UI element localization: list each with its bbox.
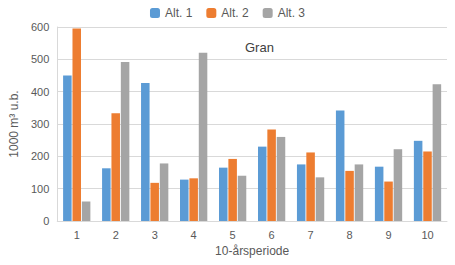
svg-text:Alt. 2: Alt. 2 [221, 6, 249, 20]
svg-text:1: 1 [74, 229, 80, 241]
svg-text:0: 0 [43, 215, 49, 227]
svg-text:300: 300 [31, 118, 49, 130]
svg-text:Gran: Gran [245, 40, 274, 55]
svg-text:5: 5 [230, 229, 236, 241]
svg-text:3: 3 [152, 229, 158, 241]
svg-text:1000 m³ u.b.: 1000 m³ u.b. [7, 90, 21, 157]
svg-text:Alt. 3: Alt. 3 [278, 6, 306, 20]
svg-text:10-årsperiode: 10-årsperiode [215, 244, 289, 258]
svg-text:100: 100 [31, 183, 49, 195]
svg-text:200: 200 [31, 150, 49, 162]
svg-text:600: 600 [31, 21, 49, 33]
svg-text:2: 2 [113, 229, 119, 241]
svg-text:7: 7 [308, 229, 314, 241]
svg-text:9: 9 [385, 229, 391, 241]
svg-text:Alt. 1: Alt. 1 [165, 6, 193, 20]
svg-text:4: 4 [191, 229, 197, 241]
svg-text:400: 400 [31, 86, 49, 98]
svg-text:8: 8 [347, 229, 353, 241]
svg-text:6: 6 [269, 229, 275, 241]
svg-text:10: 10 [421, 229, 433, 241]
svg-text:500: 500 [31, 53, 49, 65]
